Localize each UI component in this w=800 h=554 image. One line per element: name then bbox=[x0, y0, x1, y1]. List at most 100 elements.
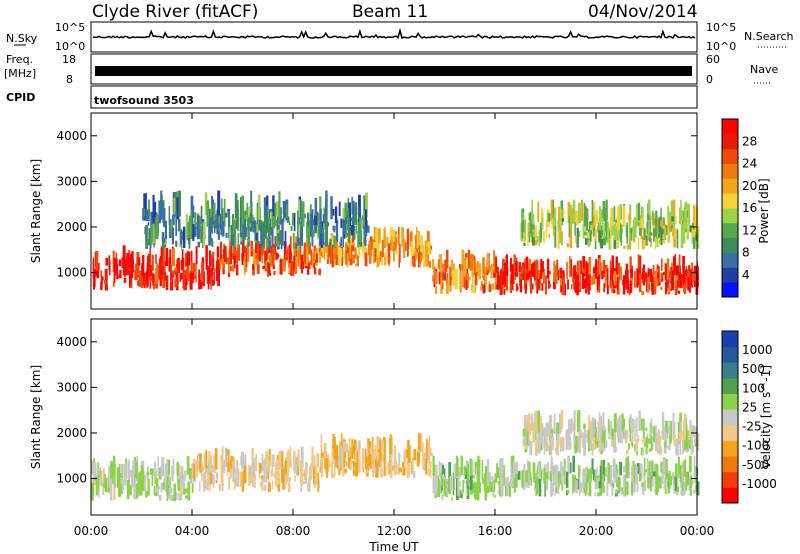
data-cell-band-4 bbox=[564, 476, 566, 485]
data-cell-band-4 bbox=[589, 467, 592, 482]
data-cell-band-1 bbox=[211, 464, 214, 473]
data-cell-band-4 bbox=[614, 489, 617, 494]
data-cell-band-5 bbox=[551, 435, 554, 447]
data-cell-band-6 bbox=[528, 212, 531, 221]
data-cell-band-5 bbox=[545, 443, 548, 452]
data-cell-band-5 bbox=[540, 422, 544, 437]
data-cell-band-3 bbox=[442, 273, 446, 280]
data-cell-band-0 bbox=[175, 492, 178, 500]
data-cell-band-0 bbox=[178, 465, 181, 478]
data-cell-band-4 bbox=[693, 455, 696, 476]
data-cell-band-2 bbox=[390, 240, 392, 251]
data-cell-band-4 bbox=[676, 486, 679, 493]
data-cell-band-4 bbox=[572, 475, 575, 492]
data-cell-band-2 bbox=[427, 444, 429, 463]
data-cell-band-0 bbox=[187, 481, 190, 501]
data-cell-band-2 bbox=[323, 241, 326, 260]
data-cell-band-5 bbox=[661, 430, 664, 440]
data-cell-band-0 bbox=[180, 492, 183, 500]
data-cell-band-0 bbox=[132, 460, 136, 475]
data-cell-band-5 bbox=[690, 425, 694, 436]
data-cell-band-2 bbox=[387, 462, 390, 471]
data-cell-band-5 bbox=[228, 227, 231, 242]
data-cell-band-6 bbox=[629, 204, 632, 224]
data-cell-band-4 bbox=[575, 480, 578, 494]
data-cell-band-5 bbox=[651, 425, 653, 434]
velocity-colorbar-swatch bbox=[722, 377, 738, 394]
power-y-axis-label: Slant Range [km] bbox=[29, 159, 43, 263]
data-cell-band-5 bbox=[532, 422, 536, 443]
time-tick-label: 00:00 bbox=[74, 524, 109, 538]
data-cell-band-1 bbox=[296, 469, 299, 476]
data-cell-band-5 bbox=[648, 448, 652, 452]
data-cell-band-4 bbox=[681, 489, 685, 496]
data-cell-band-4 bbox=[613, 467, 617, 484]
data-cell-band-1 bbox=[244, 475, 246, 484]
velocity-colorbar-tick-label: -25 bbox=[742, 420, 762, 434]
data-cell-band-4 bbox=[656, 264, 659, 271]
data-cell-band-2 bbox=[364, 448, 366, 463]
data-cell-band-2 bbox=[345, 243, 347, 249]
data-cell-band-4 bbox=[567, 279, 570, 290]
data-cell-band-0 bbox=[154, 492, 158, 496]
velocity-colorbar-swatch bbox=[722, 409, 738, 426]
data-cell-band-4 bbox=[682, 271, 686, 286]
data-cell-band-3 bbox=[435, 285, 437, 292]
data-cell-band-2 bbox=[381, 439, 384, 462]
data-cell-band-3 bbox=[460, 455, 464, 476]
data-cell-band-0 bbox=[113, 274, 116, 283]
data-cell-band-0 bbox=[155, 481, 159, 488]
data-cell-band-6 bbox=[620, 228, 623, 246]
data-cell-band-4 bbox=[616, 289, 620, 295]
data-cell-band-4 bbox=[643, 480, 647, 491]
data-cell-band-5 bbox=[271, 227, 274, 247]
data-cell-band-6 bbox=[695, 234, 698, 241]
data-cell-band-2 bbox=[403, 451, 407, 472]
data-cell-band-4 bbox=[605, 271, 608, 280]
data-cell-band-4 bbox=[520, 268, 524, 275]
data-cell-band-2 bbox=[379, 461, 383, 466]
data-cell-band-4 bbox=[675, 275, 679, 287]
data-cell-band-6 bbox=[557, 220, 560, 232]
data-cell-band-4 bbox=[496, 463, 499, 478]
data-cell-band-6 bbox=[527, 223, 529, 246]
data-cell-band-2 bbox=[383, 438, 386, 460]
data-cell-band-0 bbox=[184, 470, 187, 476]
data-cell-band-5 bbox=[178, 191, 181, 217]
velocity-colorbar-swatch bbox=[722, 440, 738, 457]
cpid-strip-frame bbox=[90, 85, 698, 109]
data-cell-band-1 bbox=[237, 244, 241, 261]
data-cell-band-0 bbox=[146, 471, 150, 475]
data-cell-band-6 bbox=[551, 199, 555, 223]
power-colorbar-tick-label: 24 bbox=[742, 157, 757, 171]
data-cell-band-4 bbox=[621, 487, 623, 495]
data-cell-band-4 bbox=[556, 478, 559, 492]
data-cell-band-4 bbox=[519, 279, 521, 286]
data-cell-band-1 bbox=[272, 264, 275, 269]
data-cell-band-4 bbox=[600, 478, 604, 483]
data-cell-band-2 bbox=[376, 239, 380, 258]
data-cell-band-4 bbox=[550, 482, 553, 497]
data-cell-band-2 bbox=[427, 241, 431, 255]
data-cell-band-0 bbox=[176, 461, 179, 476]
data-cell-band-1 bbox=[205, 450, 208, 469]
data-cell-band-2 bbox=[354, 449, 357, 464]
data-cell-band-5 bbox=[667, 445, 669, 449]
data-cell-band-5 bbox=[550, 433, 553, 456]
data-cell-band-1 bbox=[299, 248, 302, 270]
data-cell-band-1 bbox=[241, 252, 244, 265]
data-cell-band-6 bbox=[567, 202, 571, 224]
data-cell-band-4 bbox=[647, 476, 650, 489]
power-colorbar-swatch bbox=[722, 222, 738, 239]
data-cell-band-2 bbox=[327, 454, 330, 460]
data-cell-band-0 bbox=[210, 254, 213, 267]
data-cell-band-5 bbox=[582, 435, 584, 440]
data-cell-band-3 bbox=[469, 476, 473, 490]
data-cell-band-3 bbox=[477, 469, 481, 488]
data-cell-band-2 bbox=[331, 448, 334, 460]
data-cell-band-1 bbox=[288, 266, 291, 274]
data-cell-band-0 bbox=[145, 490, 148, 498]
data-cell-band-3 bbox=[446, 276, 448, 285]
data-cell-band-1 bbox=[228, 476, 231, 485]
data-cell-band-4 bbox=[578, 465, 581, 485]
